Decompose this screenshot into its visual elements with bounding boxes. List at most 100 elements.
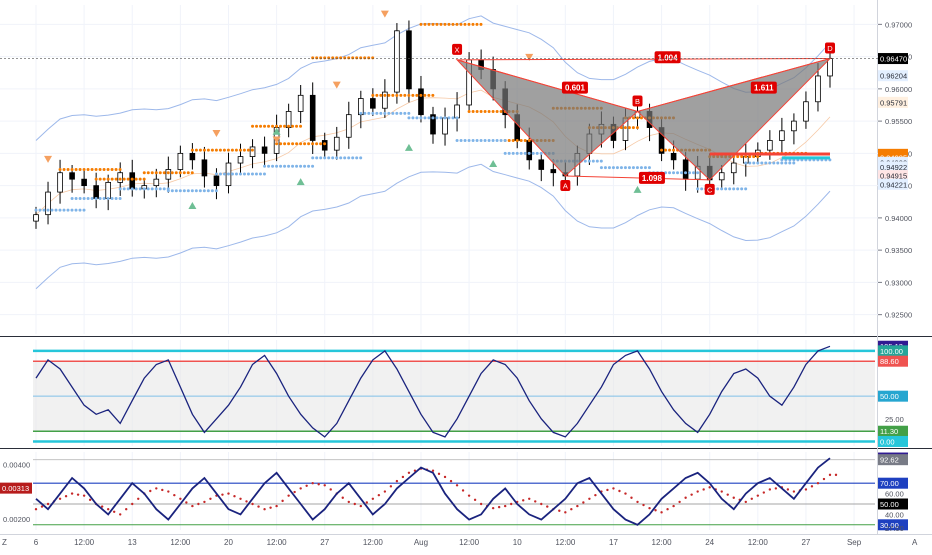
level-dot [631,116,635,120]
candle [333,126,340,160]
level-dot [387,111,391,115]
level-dot [110,168,114,171]
level-dot [339,56,343,60]
level-dot [98,177,102,181]
level-dot [307,164,311,168]
level-dot [198,148,202,152]
resistance-dots [371,93,435,97]
candle [45,181,51,225]
level-dot [190,148,194,152]
rsi-dot [642,503,645,507]
candle-body [682,159,689,180]
rsi-dot [281,499,284,503]
rsi-dot [299,487,302,490]
candle-body [69,172,75,180]
candle-body [33,214,39,222]
support-dots [503,151,555,155]
level-dot [246,148,250,152]
resistance-dots [190,148,254,152]
level-dot [287,164,291,168]
candle-body [93,185,99,199]
price-tag-bg [878,53,908,65]
candle [297,84,304,124]
level-dot [230,172,234,176]
level-dot [126,177,130,181]
level-dot [435,116,439,120]
level-dot [251,124,255,128]
level-dot [190,171,194,175]
price-tag: 0.96204 [878,70,908,82]
price-tag-label: 0.94915 [880,172,907,181]
level-dot [639,116,643,120]
rsi-dot [503,504,507,508]
rsi-dot [678,500,681,504]
rsi-tag-bg [878,519,908,531]
level-dot [355,156,359,160]
level-dot [82,197,86,201]
level-dot [295,142,299,146]
level-dot [784,161,788,165]
candle-body [45,191,51,216]
level-dot [291,142,295,146]
candle-body [779,130,785,141]
rsi-dot [395,479,399,483]
level-dot [315,156,319,160]
candle [394,23,400,104]
level-dot [792,161,796,165]
candle-body [333,136,340,151]
candle-body [430,114,436,135]
rsi-dot [455,484,459,487]
sell-triangle [380,10,389,18]
support-dots [118,187,170,191]
level-dot [375,111,379,115]
ratio-label: 1.004 [658,53,679,62]
level-dot [202,189,206,193]
rsi-dot [816,482,820,485]
level-dot [134,187,138,191]
level-dot [619,166,623,170]
level-dot [483,109,487,113]
level-dot [162,187,166,191]
rsi-dot [732,496,735,499]
rsi-dot [76,493,80,496]
rsi-tag-label: 92.62 [880,456,899,465]
level-dot [327,56,331,60]
level-dot [210,148,214,152]
x-tick-label: 12:00 [748,538,769,547]
level-dot [70,197,74,201]
resistance-dots [251,124,303,128]
level-dot [78,208,82,212]
rsi-dot [828,473,832,477]
level-dot [692,171,696,175]
level-dot [419,22,423,26]
level-dot [403,93,407,97]
price-tag-bg [878,170,908,182]
level-dot [744,155,748,159]
x-tick-label: 27 [801,538,810,547]
pattern-line-bd [637,58,831,112]
rsi-dot [251,502,254,506]
level-dot [222,172,226,176]
price-tag-bg [878,70,908,82]
level-dot [234,172,238,176]
level-dot [34,208,38,212]
level-dot [467,109,471,113]
osc-tag-bg [878,355,908,367]
osc-tag-label: 50.00 [880,392,899,401]
sell-triangle [212,130,221,138]
level-dot [740,155,744,159]
level-dot [182,171,186,175]
candle [201,146,208,188]
level-dot [639,166,643,170]
candle-body [177,152,184,170]
rsi-dot [100,505,104,508]
level-dot [214,148,218,152]
rsi-tag-label: 50.00 [880,500,899,509]
level-dot [776,161,780,165]
level-dot [383,111,387,115]
rsi-dot [449,479,453,483]
level-dot [154,187,158,191]
candle-body [803,101,809,122]
